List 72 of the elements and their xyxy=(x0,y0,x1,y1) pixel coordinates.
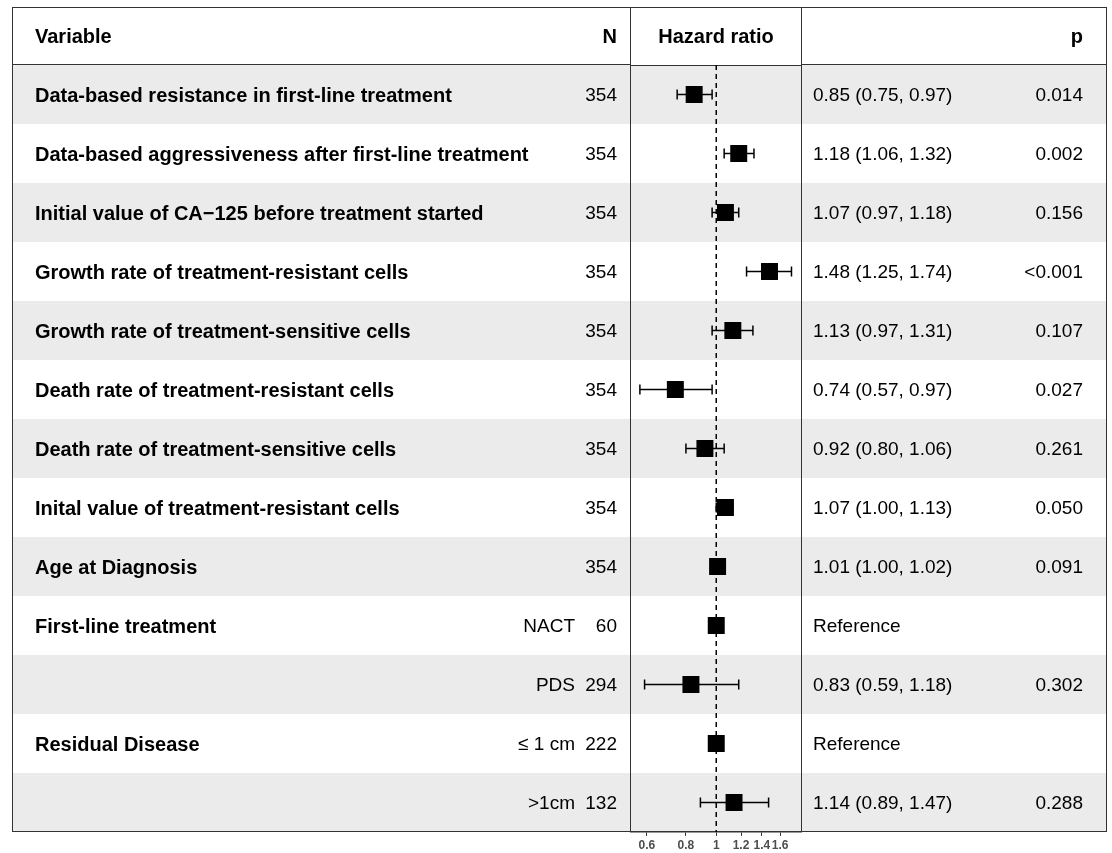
y2-tick-label: PDS xyxy=(535,673,575,696)
text: 1.13 (0.97, 1.31) xyxy=(813,319,953,341)
y-tick-label: Growth rate of treatment-sensitive cells xyxy=(35,319,411,342)
y2-tick-label: NACT xyxy=(523,614,575,637)
text: 60 xyxy=(595,614,617,636)
x-tick-label: 1 xyxy=(712,837,720,852)
text: Reference xyxy=(813,614,901,636)
x-tick-label: 0.8 xyxy=(677,837,695,852)
y-axis-title: Variable xyxy=(35,24,112,48)
text: 0.261 xyxy=(1035,437,1083,459)
text: Reference xyxy=(813,732,901,754)
text: 0.107 xyxy=(1035,319,1083,341)
text: 354 xyxy=(585,319,617,341)
text: 354 xyxy=(585,201,617,223)
point xyxy=(685,86,703,103)
text: <0.001 xyxy=(1024,260,1083,282)
point xyxy=(696,440,714,457)
y-tick-label: Data-based aggressiveness after first-line treatment xyxy=(35,142,529,165)
text: 294 xyxy=(585,673,617,695)
text: 132 xyxy=(585,791,617,813)
text: 354 xyxy=(585,555,617,577)
text: 0.92 (0.80, 1.06) xyxy=(813,437,953,459)
text: 354 xyxy=(585,260,617,282)
text: N xyxy=(602,24,617,48)
y2-tick-label: >1cm xyxy=(528,791,575,814)
point xyxy=(709,558,727,575)
point xyxy=(716,204,734,221)
y-tick-label: First-line treatment xyxy=(35,614,217,637)
x-tick-label: 1.2 xyxy=(732,837,750,852)
text: 0.74 (0.57, 0.97) xyxy=(813,378,953,400)
text: 1.14 (0.89, 1.47) xyxy=(813,791,953,813)
text: 0.091 xyxy=(1035,555,1083,577)
text: 222 xyxy=(585,732,617,754)
text: 1.07 (1.00, 1.13) xyxy=(813,496,953,518)
text: 354 xyxy=(585,83,617,105)
text: 354 xyxy=(585,142,617,164)
y-tick-label: Inital value of treatment-resistant cells xyxy=(35,496,400,519)
text: 0.014 xyxy=(1035,83,1083,105)
y-tick-label: Growth rate of treatment-resistant cells xyxy=(35,260,409,283)
point xyxy=(707,735,725,752)
x-tick-label: 1.6 xyxy=(771,837,789,852)
text: 0.302 xyxy=(1035,673,1083,695)
text: 354 xyxy=(585,496,617,518)
point xyxy=(707,617,725,634)
text: p xyxy=(1070,24,1083,48)
text: 0.002 xyxy=(1035,142,1083,164)
y-tick-label: Age at Diagnosis xyxy=(35,555,198,578)
x-tick-label: 0.6 xyxy=(638,837,656,852)
x-tick-label: 1.4 xyxy=(753,837,771,852)
text: 0.027 xyxy=(1035,378,1083,400)
y-tick-label: Residual Disease xyxy=(35,732,200,755)
y-tick-label: Death rate of treatment-resistant cells xyxy=(35,378,395,401)
y2-tick-label: ≤ 1 cm xyxy=(518,732,575,755)
text: 0.85 (0.75, 0.97) xyxy=(813,83,953,105)
text: 1.18 (1.06, 1.32) xyxy=(813,142,953,164)
text: 1.01 (1.00, 1.02) xyxy=(813,555,953,577)
point xyxy=(724,322,742,339)
point xyxy=(725,794,743,811)
point xyxy=(682,676,700,693)
x-axis-title: Hazard ratio xyxy=(658,24,774,48)
text: 354 xyxy=(585,378,617,400)
text: 1.48 (1.25, 1.74) xyxy=(813,260,953,282)
text: 0.050 xyxy=(1035,496,1083,518)
text: 354 xyxy=(585,437,617,459)
y-tick-label: Data-based resistance in first-line treatment xyxy=(35,83,452,106)
point xyxy=(730,145,748,162)
text: 1.07 (0.97, 1.18) xyxy=(813,201,953,223)
text: 0.156 xyxy=(1035,201,1083,223)
text: 0.288 xyxy=(1035,791,1083,813)
y-tick-label: Death rate of treatment-sensitive cells xyxy=(35,437,397,460)
y-tick-label: Initial value of CA−125 before treatment started xyxy=(35,201,484,224)
text: 0.83 (0.59, 1.18) xyxy=(813,673,953,695)
